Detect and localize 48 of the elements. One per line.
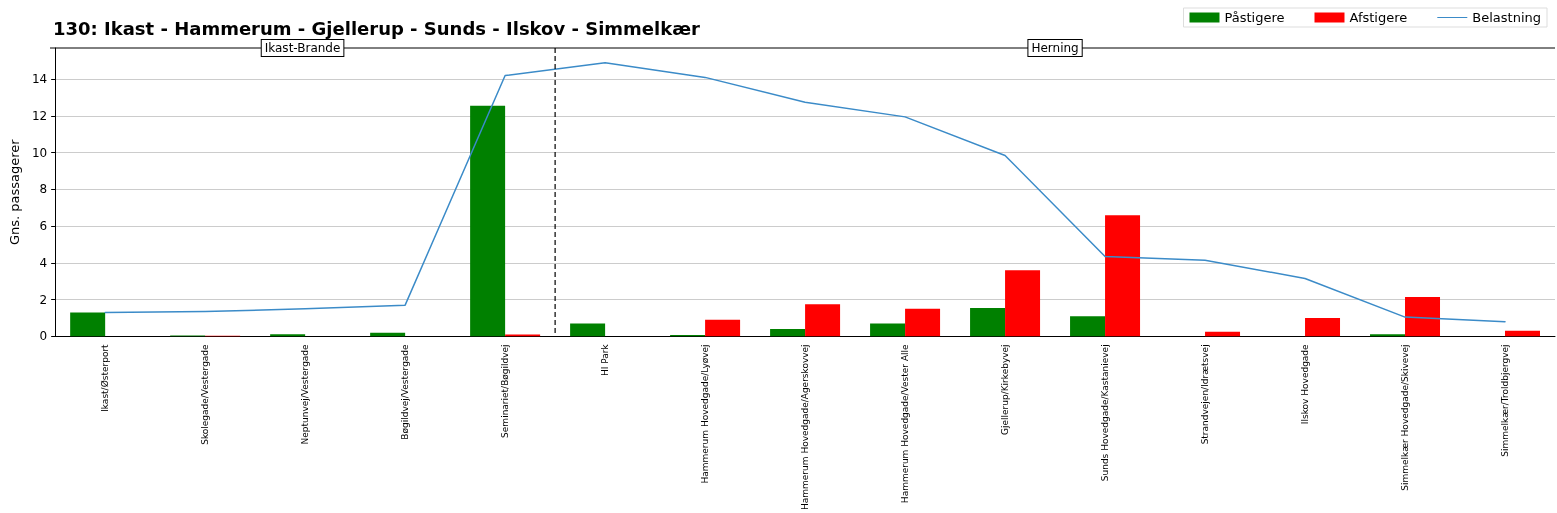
bar [1005, 270, 1041, 337]
bar [905, 308, 941, 337]
y-axis-title: Gns. passagerer [7, 138, 22, 246]
y-tick-label: 2 [39, 292, 48, 307]
y-tick-label: 6 [39, 219, 48, 234]
bar [870, 323, 906, 337]
x-tick-label: Strandvejen/Idrætsvej [1200, 344, 1211, 445]
x-tick-label: Hammerum Hovedgade/Lyøvej [700, 344, 711, 484]
bar [1505, 330, 1540, 337]
x-tick-label: HI Park [600, 343, 611, 377]
x-tick-label: Seminariet/Bøgildvej [500, 344, 511, 438]
x-tick-label: Gjellerup/Kirkebyvej [1000, 344, 1011, 436]
bar [1105, 215, 1141, 337]
bar [570, 323, 606, 337]
x-tick-label: Simmelkær Hovedgade/Skivevej [1400, 344, 1411, 491]
bar [770, 329, 806, 337]
bar [470, 105, 506, 337]
bar [1405, 296, 1441, 337]
y-tick-label: 10 [31, 145, 48, 160]
bar [970, 307, 1006, 337]
line-series [104, 61, 1506, 323]
y-tick-label: 12 [31, 108, 48, 123]
legend-label: Belastning [1472, 10, 1542, 25]
x-tick-label: Skolegade/Vestergade [200, 343, 211, 445]
y-tick-label: 4 [39, 255, 48, 270]
x-tick-label: Neptunvej/Vestergade [300, 343, 311, 445]
bar [70, 312, 106, 337]
x-tick-label: Sunds Hovedgade/Kastanievej [1100, 344, 1111, 482]
bar [1070, 316, 1106, 337]
x-tick-label: Simmelkær/Troldbjergvej [1500, 344, 1511, 457]
bar [705, 319, 741, 337]
y-tick-label: 0 [39, 329, 48, 344]
y-tick-label: 8 [39, 182, 48, 197]
bar [1370, 334, 1406, 337]
y-tick-label: 14 [31, 72, 48, 87]
chart-title: 130: Ikast - Hammerum - Gjellerup - Sunds - Ilskov - Simmelkær [53, 17, 701, 39]
bar [805, 304, 841, 337]
x-tick-label: Ilskov Hovedgade [1300, 343, 1311, 425]
x-tick-label: Bøgildvej/Vestergade [400, 343, 411, 440]
x-tick-label: Hammerum Hovedgade/Vester Alle [900, 343, 911, 504]
x-tick-label: Hammerum Hovedgade/Agerskovvej [800, 344, 811, 511]
legend-label: Påstigere [1224, 10, 1285, 25]
legend-label: Afstigere [1349, 10, 1408, 25]
annotation: Herning [1031, 41, 1079, 55]
x-tick-label: Ikast/Østerport [100, 343, 111, 412]
bar [270, 334, 306, 337]
annotation: Ikast-Brande [264, 41, 341, 55]
bar [1305, 318, 1341, 337]
